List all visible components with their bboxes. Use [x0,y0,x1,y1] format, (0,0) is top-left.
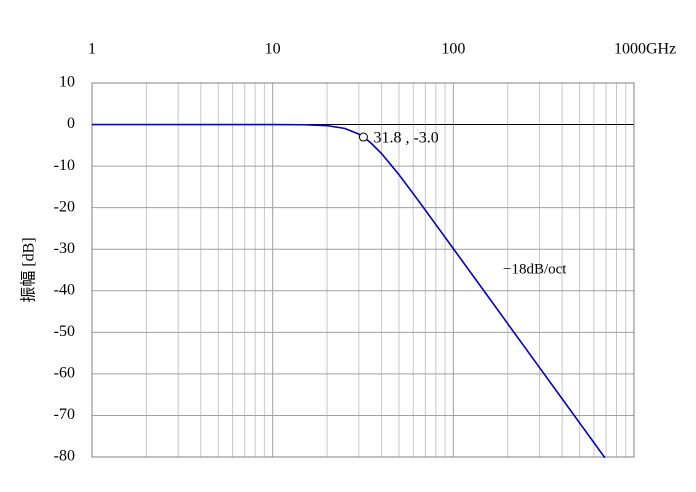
y-tick-label: -40 [54,281,75,298]
y-tick-label: -50 [54,323,75,340]
y-tick-label: -80 [54,448,75,465]
y-tick-label: -30 [54,240,75,257]
plot-border [91,82,635,458]
y-tick-label: 10 [59,74,75,91]
x-tick-label: 100 [441,41,465,58]
y-tick-label: -20 [54,198,75,215]
y-tick-label: 0 [67,115,75,132]
y-tick-label: -70 [54,406,75,423]
line [92,123,606,459]
x-tick-label: 1000GHz [614,41,676,58]
annotation: −18dB/oct [503,261,567,277]
y-axis-title: 振幅 [dB] [20,237,38,302]
y-tick-label: -60 [54,365,75,382]
x-tick-label: 1 [88,41,96,58]
y-tick-label: -10 [54,157,75,174]
x-tick-label: 10 [265,41,281,58]
annotation: 31.8 , -3.0 [373,130,438,147]
annotation-marker [358,132,368,142]
